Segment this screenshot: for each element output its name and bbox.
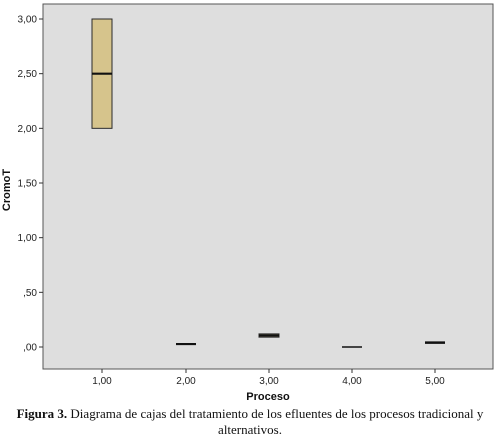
y-axis: ,00 ,50 1,00 1,50 2,00 2,50 3,00 (18, 15, 43, 354)
y-axis-title: CromoT (1, 169, 13, 211)
x-axis: 1,00 2,00 3,00 4,00 5,00 (92, 369, 445, 387)
x-axis-title: Proceso (246, 391, 290, 403)
caption-text: Diagrama de cajas del tratamiento de los… (70, 406, 484, 437)
boxes (91, 18, 445, 348)
chart-svg: ,00 ,50 1,00 1,50 2,00 2,50 3,00 1,00 2,00 3,00 4… (1, 3, 494, 403)
y-tick-label: ,00 (23, 343, 37, 354)
y-tick-label: 1,50 (18, 179, 38, 190)
x-tick-label: 2,00 (176, 376, 196, 387)
y-tick-label: 1,00 (18, 233, 38, 244)
figure-caption: Figura 3. Diagrama de cajas del tratamie… (0, 406, 500, 438)
y-tick-label: 2,00 (18, 124, 38, 135)
y-tick-label: 3,00 (18, 15, 38, 26)
caption-label: Figura 3. (16, 406, 68, 421)
x-tick-label: 4,00 (342, 376, 362, 387)
box-plot-chart: ,00 ,50 1,00 1,50 2,00 2,50 3,00 1,00 2,00 3,00 4… (1, 3, 494, 403)
x-tick-label: 3,00 (259, 376, 279, 387)
y-tick-label: ,50 (23, 288, 37, 299)
x-tick-label: 5,00 (425, 376, 445, 387)
y-tick-label: 2,50 (18, 69, 38, 80)
x-tick-label: 1,00 (92, 376, 112, 387)
plot-area (42, 3, 494, 370)
